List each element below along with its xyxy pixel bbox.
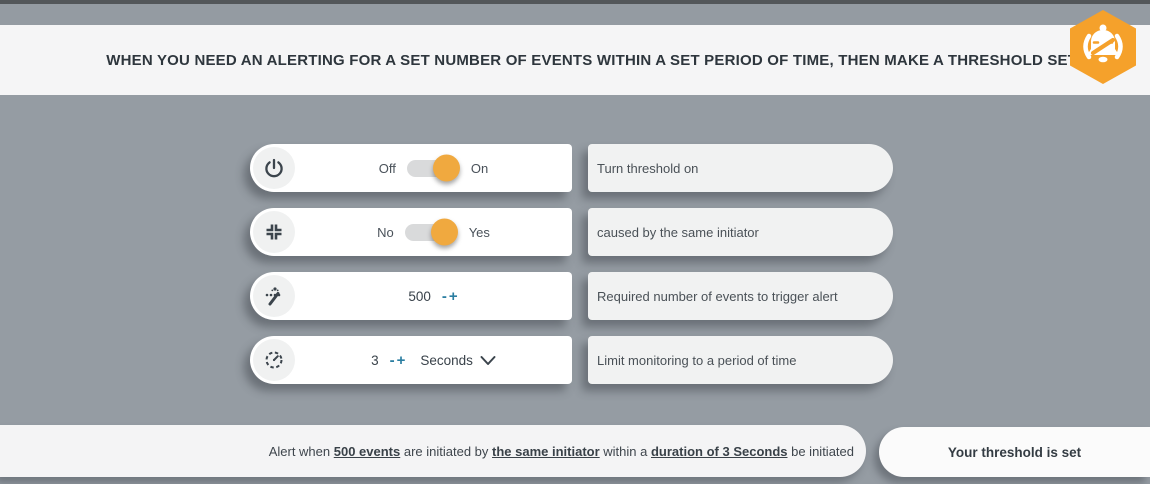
event-count-description: Required number of events to trigger ale… <box>588 272 893 320</box>
chevron-down-icon[interactable] <box>480 355 496 366</box>
summary-text-4: be initiated <box>787 443 854 459</box>
page-title: WHEN YOU NEED AN ALERTING FOR A SET NUMB… <box>106 51 1114 69</box>
time-unit-value[interactable]: Seconds <box>420 352 473 368</box>
summary-text-3: within a <box>599 443 651 459</box>
same-initiator-pill: No Yes <box>250 208 572 256</box>
power-icon <box>253 147 295 189</box>
summary-initiator: the same initiator <box>492 443 600 459</box>
window-top-strip <box>0 0 1150 4</box>
threshold-set-label: Your threshold is set <box>947 444 1082 460</box>
same-initiator-description: caused by the same initiator <box>588 208 893 256</box>
row-threshold-toggle: Off On Turn threshold on <box>250 144 893 192</box>
toggle-knob <box>430 218 458 246</box>
timer-icon <box>253 339 295 381</box>
threshold-toggle-pill: Off On <box>250 144 572 192</box>
decrement-button[interactable]: - <box>389 351 395 369</box>
alert-summary-bar: Alert when 500 events are initiated by t… <box>0 425 866 477</box>
alert-bell-badge-icon <box>1069 9 1137 85</box>
summary-duration: duration of 3 Seconds <box>650 443 788 459</box>
on-label: On <box>470 160 489 176</box>
header: WHEN YOU NEED AN ALERTING FOR A SET NUMB… <box>0 25 1150 95</box>
row-time-period: 3 - + Seconds Limit monitoring to a peri… <box>250 336 893 384</box>
yes-label: Yes <box>468 224 490 240</box>
summary-text-1: Alert when <box>268 443 334 459</box>
summary-text-2: are initiated by <box>400 443 493 459</box>
settings-rows: Off On Turn threshold on <box>250 144 893 400</box>
same-initiator-toggle[interactable] <box>404 218 458 246</box>
event-count-pill: 500 - + <box>250 272 572 320</box>
threshold-toggle-description: Turn threshold on <box>588 144 893 192</box>
time-period-controls: 3 - + Seconds <box>295 353 572 368</box>
threshold-set-button[interactable]: Your threshold is set <box>879 427 1150 477</box>
same-initiator-controls: No Yes <box>295 218 572 246</box>
off-label: Off <box>378 160 396 176</box>
increment-button[interactable]: + <box>396 351 406 369</box>
no-label: No <box>377 224 394 240</box>
row-event-count: 500 - + Required number of events to tri… <box>250 272 893 320</box>
time-period-value[interactable]: 3 <box>371 352 379 368</box>
threshold-toggle-controls: Off On <box>295 154 572 182</box>
event-count-controls: 500 - + <box>295 289 572 304</box>
top-gray-bar <box>0 4 1150 25</box>
summary-events: 500 events <box>333 443 401 459</box>
row-same-initiator-toggle: No Yes caused by the same initiator <box>250 208 893 256</box>
event-count-value[interactable]: 500 <box>408 288 431 304</box>
center-icon <box>253 211 295 253</box>
increment-button[interactable]: + <box>448 287 458 305</box>
threshold-on-toggle[interactable] <box>406 154 460 182</box>
time-period-pill: 3 - + Seconds <box>250 336 572 384</box>
time-period-description: Limit monitoring to a period of time <box>588 336 893 384</box>
wand-icon <box>253 275 295 317</box>
toggle-knob <box>432 154 460 182</box>
decrement-button[interactable]: - <box>441 287 447 305</box>
